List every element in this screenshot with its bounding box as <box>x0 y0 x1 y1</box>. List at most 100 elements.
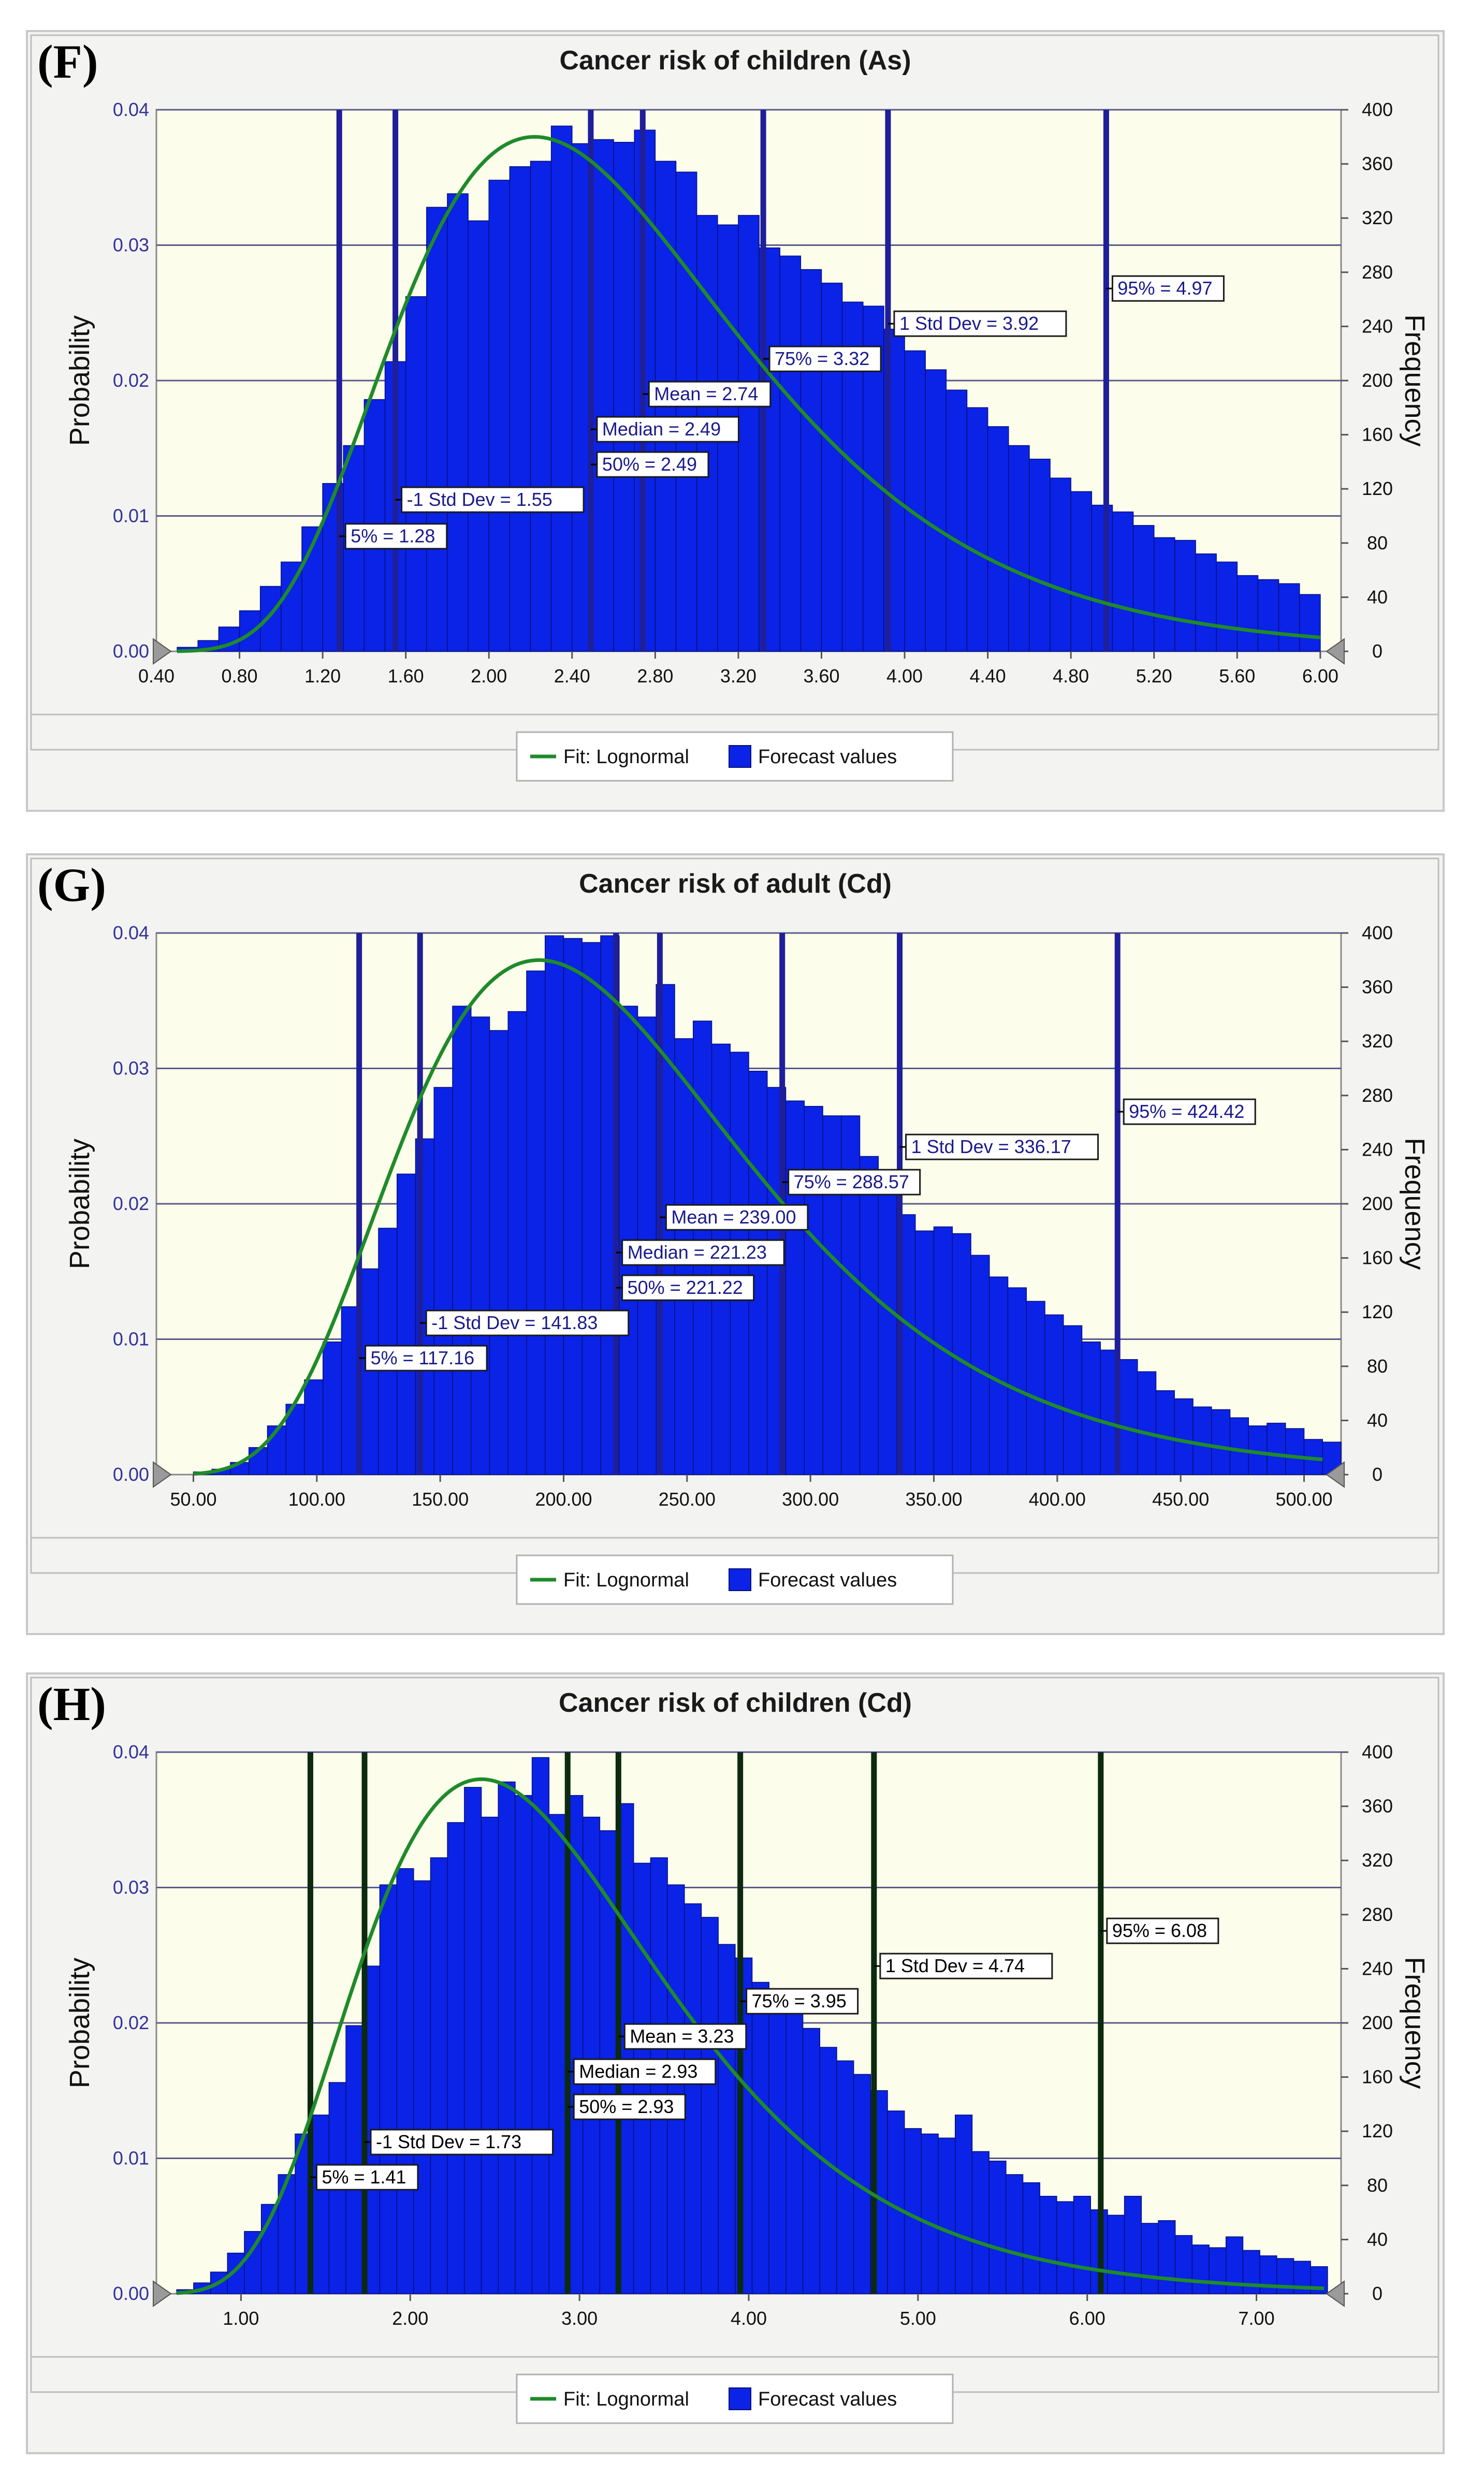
histogram-bar <box>878 1182 897 1475</box>
histogram-bar <box>748 1070 768 1475</box>
y2-tick-label: 280 <box>1362 1904 1393 1925</box>
chart-title: Cancer risk of adult (Cd) <box>579 869 892 899</box>
histogram-bar <box>955 2115 973 2294</box>
panel-label: (F) <box>37 35 98 88</box>
chart-f: Cancer risk of children (As) 0.00 0.01 0.02… <box>30 34 1439 782</box>
histogram-bar <box>1229 1417 1249 1475</box>
y2-tick-label: 240 <box>1362 315 1393 337</box>
histogram-bar <box>488 180 511 652</box>
y2-tick-label: 200 <box>1362 370 1393 391</box>
y2-tick-label: 320 <box>1362 1849 1393 1871</box>
y-axis-title: Probability <box>64 315 95 446</box>
y2-axis-title: Frequency <box>1399 314 1430 446</box>
histogram-bar <box>1267 1422 1286 1475</box>
chart-title: Cancer risk of children (As) <box>559 46 911 76</box>
histogram-bar <box>548 1814 566 2294</box>
histogram-bar <box>1155 1390 1175 1475</box>
marker-label: 95% = 6.08 <box>1112 1920 1207 1941</box>
marker-label: 75% = 288.57 <box>794 1171 909 1192</box>
left-slider-arrow <box>153 638 172 665</box>
histogram-bar <box>738 215 760 652</box>
y2-tick-label: 0 <box>1372 1464 1383 1485</box>
histogram-bar <box>1063 1325 1083 1475</box>
y2-tick-label: 80 <box>1367 1356 1388 1377</box>
histogram-bar <box>1107 2214 1125 2294</box>
histogram-bar <box>405 296 427 652</box>
marker-label-box <box>344 523 448 550</box>
histogram-bar <box>1174 1398 1194 1475</box>
histogram-bar <box>1029 458 1051 652</box>
histogram-bar <box>1174 540 1196 652</box>
histogram-bar <box>800 269 822 652</box>
marker-label: 50% = 2.93 <box>579 2096 674 2117</box>
histogram-bar <box>259 586 282 652</box>
y2-tick-label: 160 <box>1362 2066 1393 2088</box>
histogram-bar <box>987 426 1009 652</box>
histogram-bar <box>1007 1287 1027 1475</box>
y-tick-label: 0.03 <box>113 1877 149 1898</box>
histogram-bar <box>471 1016 490 1475</box>
y2-tick-label: 160 <box>1362 1247 1393 1269</box>
x-tick-label: 0.80 <box>222 665 258 687</box>
x-tick-label: 4.00 <box>731 2308 767 2329</box>
legend-fit-label: Fit: Lognormal <box>563 2388 689 2410</box>
x-tick-label: 5.20 <box>1136 665 1172 687</box>
y2-tick-label: 40 <box>1367 2228 1388 2250</box>
y2-tick-label: 240 <box>1362 1139 1393 1160</box>
x-tick-label: 2.80 <box>637 665 673 687</box>
histogram-bar <box>545 935 564 1475</box>
marker-label-box <box>893 310 1067 337</box>
histogram-bar <box>1141 2223 1159 2294</box>
histogram-bar <box>323 1341 342 1475</box>
chart-panel-h: (H) Cancer risk of children (Cd) 0.00 0.01… <box>26 1672 1445 2454</box>
marker-label: 95% = 4.97 <box>1117 278 1212 299</box>
y-tick-label: 0.02 <box>113 2012 149 2033</box>
marker-label-box <box>596 416 739 443</box>
y2-tick-label: 120 <box>1362 1301 1393 1322</box>
y2-tick-label: 400 <box>1362 922 1393 943</box>
histogram-bar <box>804 1105 823 1475</box>
marker-label-box <box>879 1953 1053 1979</box>
chart-panel-g: (G) Cancer risk of adult (Cd) 0.00 0.01 0.0… <box>26 853 1445 1635</box>
histogram-bar <box>1006 2174 1024 2294</box>
histogram-bar <box>821 282 843 652</box>
histogram-bar <box>1132 525 1155 652</box>
x-tick-label: 5.60 <box>1219 665 1255 687</box>
y2-tick-label: 240 <box>1362 1958 1393 1979</box>
histogram-bar <box>397 1173 416 1475</box>
y-axis-title: Probability <box>64 1958 95 2088</box>
marker-label: Median = 2.49 <box>602 418 721 440</box>
chart-h: Cancer risk of children (Cd) 0.00 0.01 0.02… <box>30 1677 1439 2424</box>
histogram-bar <box>1242 2250 1260 2294</box>
y-tick-label: 0.01 <box>113 1329 149 1350</box>
y-tick-label: 0.01 <box>113 2148 149 2169</box>
histogram-bar <box>433 1087 453 1475</box>
marker-label-box <box>621 1239 785 1266</box>
histogram-bar <box>1022 2182 1040 2294</box>
marker-label-box <box>746 1988 859 2015</box>
y2-tick-label: 0 <box>1372 2283 1383 2304</box>
histogram-bar <box>921 2133 939 2294</box>
histogram-bar <box>430 1857 448 2294</box>
histogram-bar <box>509 166 531 652</box>
marker-label-box <box>370 2129 554 2155</box>
histogram-bar <box>359 1268 379 1475</box>
right-slider-arrow <box>1326 1461 1345 1488</box>
y2-tick-label: 160 <box>1362 424 1393 445</box>
histogram-bar <box>1044 1314 1064 1475</box>
histogram-bar <box>684 1903 702 2294</box>
y2-tick-label: 360 <box>1362 977 1393 998</box>
y2-tick-label: 360 <box>1362 153 1393 174</box>
histogram-bar <box>1026 1301 1045 1475</box>
histogram-bar <box>1137 1371 1157 1475</box>
x-tick-label: 4.00 <box>886 665 923 687</box>
x-tick-label: 4.40 <box>970 665 1006 687</box>
histogram-bar <box>464 1787 482 2294</box>
marker-label-box <box>648 381 772 407</box>
x-tick-label: 2.00 <box>392 2308 428 2329</box>
marker-label-box <box>768 345 882 372</box>
y-tick-label: 0.01 <box>113 505 149 527</box>
marker-label: -1 Std Dev = 141.83 <box>431 1312 598 1333</box>
fit-curve <box>176 1777 1325 2295</box>
x-tick-label: 400.00 <box>1029 1489 1086 1510</box>
